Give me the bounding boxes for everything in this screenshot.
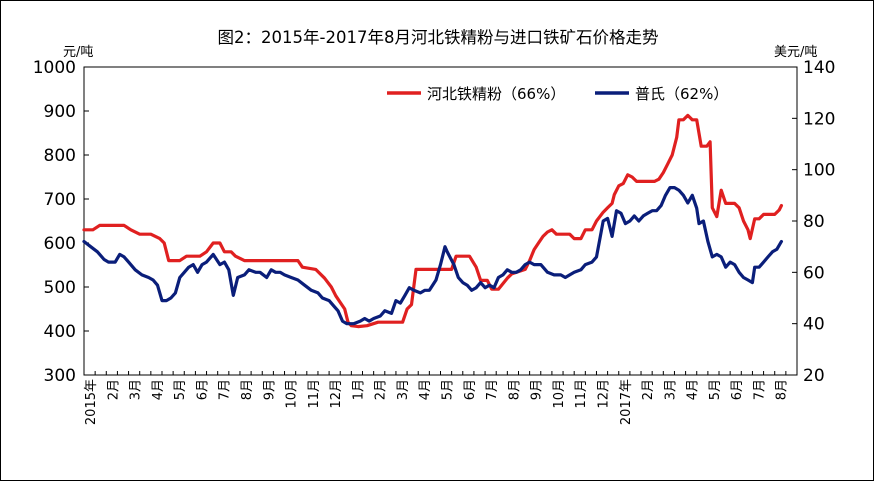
left-axis-tick-label: 500 xyxy=(44,278,76,298)
x-axis-tick-label: 10月 xyxy=(552,379,567,409)
right-axis-tick-label: 80 xyxy=(803,212,825,232)
x-axis-tick-label: 5月 xyxy=(173,379,188,400)
x-axis-tick-label: 6月 xyxy=(195,379,210,400)
x-axis-tick-label: 5月 xyxy=(441,379,456,400)
right-axis-tick-label: 120 xyxy=(803,109,835,129)
x-axis-tick-label: 7月 xyxy=(752,379,767,400)
x-axis-tick-label: 6月 xyxy=(463,379,478,400)
left-axis-tick-label: 800 xyxy=(44,146,76,166)
x-axis-tick-label: 2月 xyxy=(641,379,656,400)
plot-area: 1000 900 800 700 600 500 400 300 140 120 100 80 60 40… xyxy=(33,58,836,425)
x-axis-tick-label: 11月 xyxy=(574,379,589,409)
x-axis-tick-label: 12月 xyxy=(329,379,344,409)
legend-label-2: 普氏（62%） xyxy=(635,85,728,103)
legend-label-1: 河北铁精粉（66%） xyxy=(427,85,565,103)
x-axis-tick-label: 11月 xyxy=(307,379,322,409)
series-line-1 xyxy=(82,113,783,329)
x-axis-tick-label: 9月 xyxy=(530,379,545,400)
x-axis-tick-label: 8月 xyxy=(240,379,255,400)
left-axis-tick-label: 400 xyxy=(44,322,76,342)
right-axis-tick-label: 100 xyxy=(803,161,835,181)
x-axis-tick-label: 4月 xyxy=(686,379,701,400)
series-line-2 xyxy=(82,186,783,326)
left-axis-tick-label: 1000 xyxy=(33,58,76,78)
x-axis-tick-label: 2015年 xyxy=(84,379,99,425)
left-axis-unit: 元/吨 xyxy=(63,45,93,60)
x-axis-tick-label: 1月 xyxy=(351,379,366,400)
chart-title: 图2：2015年-2017年8月河北铁精粉与进口铁矿石价格走势 xyxy=(218,28,659,47)
right-axis-tick-label: 60 xyxy=(803,263,825,283)
x-axis-tick-label: 8月 xyxy=(507,379,522,400)
x-axis-tick-label: 6月 xyxy=(730,379,745,400)
x-axis-tick-label: 2月 xyxy=(106,379,121,400)
x-axis-tick-label: 4月 xyxy=(418,379,433,400)
x-axis-tick-label: 9月 xyxy=(262,379,277,400)
right-axis-tick-label: 140 xyxy=(803,58,835,78)
right-axis-tick-label: 20 xyxy=(803,366,825,386)
left-axis-tick-label: 600 xyxy=(44,234,76,254)
x-axis-tick-label: 3月 xyxy=(129,379,144,400)
left-axis-tick-label: 900 xyxy=(44,102,76,122)
right-axis-unit: 美元/吨 xyxy=(774,45,817,60)
plot-border xyxy=(83,66,798,376)
right-axis-tick-label: 40 xyxy=(803,315,825,335)
x-axis-tick-label: 7月 xyxy=(485,379,500,400)
left-axis-tick-label: 700 xyxy=(44,190,76,210)
x-axis-tick-label: 2月 xyxy=(374,379,389,400)
x-axis-tick-label: 10月 xyxy=(285,379,300,409)
x-axis-tick-label: 3月 xyxy=(663,379,678,400)
x-axis-tick-label: 4月 xyxy=(151,379,166,400)
left-axis-tick-label: 300 xyxy=(44,366,76,386)
x-axis-tick-label: 5月 xyxy=(708,379,723,400)
x-axis-tick-label: 12月 xyxy=(596,379,611,409)
x-axis-tick-label: 3月 xyxy=(396,379,411,400)
x-axis-tick-label: 7月 xyxy=(218,379,233,400)
x-axis-tick-label: 2017年 xyxy=(619,379,634,425)
x-axis-tick-label: 8月 xyxy=(775,379,790,400)
